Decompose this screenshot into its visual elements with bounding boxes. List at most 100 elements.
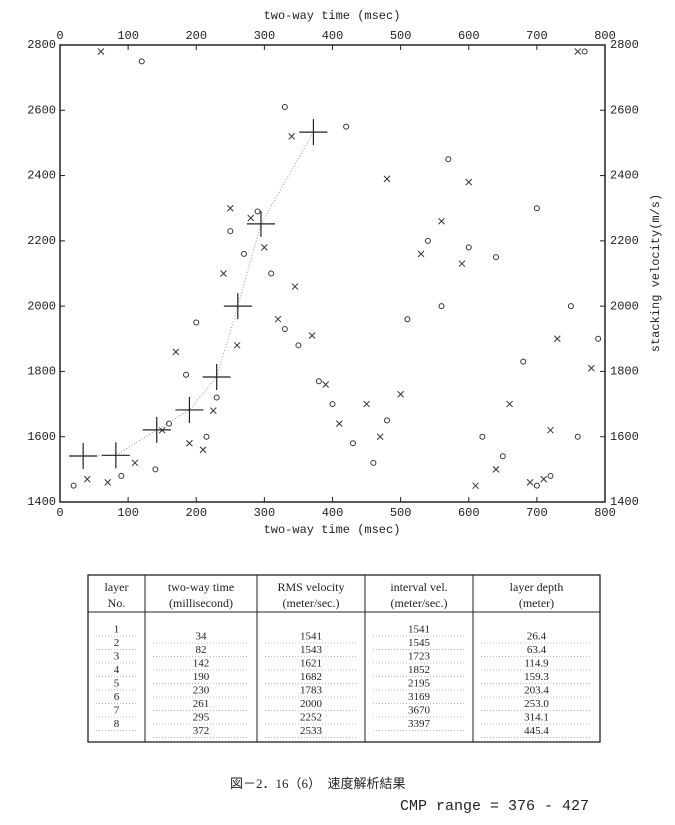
point <box>384 417 390 424</box>
table-cell: 190 <box>193 671 210 683</box>
point <box>281 104 288 111</box>
point <box>465 178 473 186</box>
point <box>268 270 275 277</box>
table-cell: 3 <box>114 651 120 663</box>
table-cell: 1723 <box>408 651 431 663</box>
y-tick-label: 2400 <box>27 169 56 183</box>
table-cell: 1545 <box>408 637 431 649</box>
table-cell: 253.0 <box>524 698 549 710</box>
point <box>438 303 445 310</box>
point <box>445 156 452 163</box>
point <box>152 466 159 473</box>
table-cell: 26.4 <box>527 631 547 643</box>
pick <box>142 416 171 443</box>
point <box>227 228 234 235</box>
point <box>172 348 180 356</box>
point <box>240 250 247 257</box>
point <box>472 482 479 490</box>
table-header: layer <box>105 580 129 594</box>
point <box>581 48 588 55</box>
point <box>424 237 431 244</box>
x-tick-label: 100 <box>117 506 139 520</box>
pick-line <box>83 131 314 457</box>
table-cell: 6 <box>114 691 120 703</box>
table-header: (meter) <box>519 596 554 610</box>
point <box>533 205 540 212</box>
y-tick-label-right: 2200 <box>610 234 639 248</box>
point <box>281 325 288 332</box>
x-tick-label: 800 <box>594 506 616 520</box>
point <box>118 472 125 479</box>
table-cell: 34 <box>196 631 208 643</box>
table-cell: 2 <box>114 637 120 649</box>
table-header: No. <box>108 596 126 610</box>
point <box>233 341 241 349</box>
y-tick-label-right: 2600 <box>610 103 639 117</box>
table-cell: 1 <box>114 624 120 636</box>
table-cell: 372 <box>193 725 210 737</box>
y-axis-title: stacking velocity(m/s) <box>649 194 663 352</box>
table-cell: 82 <box>196 644 207 656</box>
table-cell: 2533 <box>300 725 323 737</box>
point <box>376 433 384 441</box>
x-tick-label-top: 800 <box>594 29 616 43</box>
point <box>329 401 336 408</box>
point <box>492 466 500 473</box>
y-tick-label-right: 2000 <box>610 299 639 313</box>
table-cell: 295 <box>193 712 210 724</box>
pick <box>175 396 204 423</box>
x-axis-title-top: two-way time (msec) <box>264 9 401 23</box>
x-tick-label-top: 100 <box>117 29 139 43</box>
point <box>404 316 411 323</box>
y-tick-label: 1600 <box>27 430 56 444</box>
table-cell: 5 <box>114 678 120 690</box>
point <box>138 58 145 65</box>
point <box>70 482 77 489</box>
point <box>104 479 112 486</box>
pick <box>69 442 98 469</box>
point <box>220 270 227 277</box>
table-cell: 114.9 <box>524 658 549 670</box>
point <box>349 440 356 447</box>
point <box>520 358 527 365</box>
point <box>343 123 350 130</box>
table-cell: 3670 <box>408 705 431 717</box>
point <box>547 426 554 434</box>
y-tick-label: 1800 <box>27 365 56 379</box>
pick <box>299 119 328 146</box>
table-cell: 8 <box>114 718 120 730</box>
table-header: layer depth <box>510 580 564 594</box>
y-tick-label-right: 2800 <box>610 38 639 52</box>
point <box>209 407 217 414</box>
x-tick-label: 200 <box>185 506 207 520</box>
point <box>499 453 506 460</box>
point <box>213 394 220 401</box>
point <box>567 303 574 310</box>
plot-frame <box>59 44 606 503</box>
point <box>226 204 234 212</box>
point <box>438 217 445 225</box>
point <box>335 420 343 428</box>
table-header: interval vel. <box>390 580 447 594</box>
table-cell: 1783 <box>300 685 323 697</box>
point <box>363 400 370 408</box>
y-tick-label-right: 1400 <box>610 495 639 509</box>
point <box>526 479 534 486</box>
point <box>595 335 602 342</box>
x-tick-label: 600 <box>458 506 480 520</box>
table-cell: 142 <box>193 658 210 670</box>
point <box>83 475 91 483</box>
table-header: (meter/sec.) <box>283 596 340 610</box>
table-cell: 1621 <box>300 658 322 670</box>
table-header: two-way time <box>168 580 234 594</box>
point <box>254 208 261 215</box>
point <box>166 420 172 427</box>
table-cell: 1682 <box>300 671 322 683</box>
table-cell: 230 <box>193 685 210 697</box>
table-cell: 3397 <box>408 718 431 730</box>
y-tick-label: 2600 <box>27 103 56 117</box>
point <box>203 433 210 440</box>
point <box>247 214 255 222</box>
table-cell: 261 <box>193 698 210 710</box>
point <box>458 260 466 268</box>
